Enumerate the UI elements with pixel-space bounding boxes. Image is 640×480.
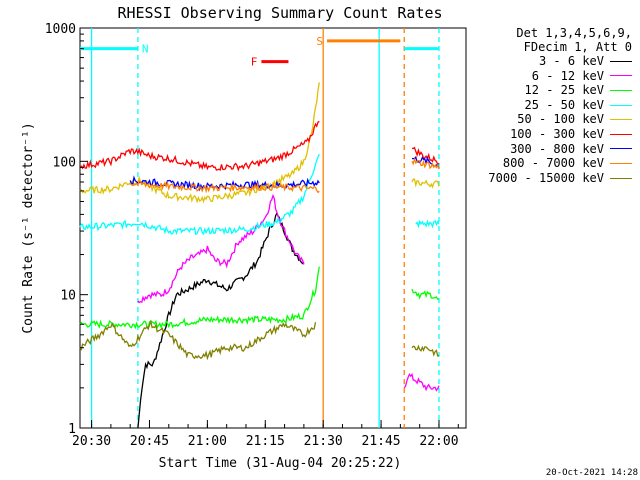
x-tick-label-5: 21:45 [362,434,401,449]
legend-swatch-2 [610,89,632,91]
legend-label-5: 100 - 300 keV [510,126,604,141]
legend-swatch-5 [610,133,632,135]
series-line-7-2 [411,157,440,170]
legend-swatch-8 [610,177,632,179]
legend-swatch-6 [610,148,632,150]
legend-label-6: 300 - 800 keV [510,141,604,156]
plot-area [79,27,467,429]
series-line-5-1 [411,146,440,166]
legend-item-4: 50 - 100 keV [462,112,632,127]
series-line-4-1 [411,178,440,189]
legend-label-7: 800 - 7000 keV [502,156,604,171]
chart-title: RHESSI Observing Summary Count Rates [117,4,442,22]
series-line-4-0 [79,82,320,204]
flag-label-3: F [251,56,258,69]
legend-item-2: 12 - 25 keV [462,83,632,98]
marker-layer [90,28,440,428]
x-tick-label-6: 22:00 [419,434,458,449]
legend-item-5: 100 - 300 keV [462,127,632,142]
legend-item-3: 25 - 50 keV [462,98,632,113]
legend-label-2: 12 - 25 keV [524,83,604,98]
legend-rows: 3 - 6 keV 6 - 12 keV 12 - 25 keV 25 - 50 ke… [462,54,632,185]
series-line-8-1 [411,344,440,357]
x-tick-label-3: 21:15 [246,434,285,449]
legend-label-0: 3 - 6 keV [538,54,604,68]
legend-label-1: 6 - 12 keV [531,68,604,83]
legend-item-6: 300 - 800 keV [462,142,632,157]
legend-label-3: 25 - 50 keV [524,97,604,112]
axis-layer: 20:30 20:45 21:00 21:15 21:30 21:45 22:00 1 10 10… [45,22,459,449]
series-line-7-1 [129,180,320,194]
series-line-3-1 [415,219,440,229]
legend-header-line-1: Det 1,3,4,5,6,9, [516,26,632,40]
y-tick-label-3: 1000 [45,22,76,37]
legend: Det 1,3,4,5,6,9, FDecim 1, Att 0 3 - 6 k… [462,26,632,185]
flag-label-2: S [316,35,323,48]
series-line-1-1 [403,372,440,392]
timestamp: 20-Oct-2021 14:28 [545,468,638,478]
legend-label-4: 50 - 100 keV [517,112,604,127]
flag-label-0: N [142,43,149,56]
x-tick-label-4: 21:30 [304,434,343,449]
series-line-3-0 [79,153,320,236]
legend-swatch-4 [610,119,632,121]
series-line-0-0 [137,211,305,429]
legend-label-8: 7000 - 15000 keV [488,170,604,185]
x-axis-label: Start Time (31-Aug-04 20:25:22) [159,456,402,471]
legend-item-0: 3 - 6 keV [462,54,632,69]
y-axis-label: Count Rate (s⁻¹ detector⁻¹) [21,122,36,333]
series-line-1-0 [137,193,305,304]
legend-item-1: 6 - 12 keV [462,69,632,84]
legend-item-7: 800 - 7000 keV [462,156,632,171]
series-layer [79,82,440,429]
y-tick-label-0: 1 [68,422,76,437]
series-line-5-0 [80,120,320,172]
legend-swatch-7 [610,162,632,164]
legend-swatch-3 [610,104,632,106]
x-tick-label-1: 20:45 [130,434,169,449]
y-tick-label-1: 10 [60,289,76,304]
legend-swatch-1 [610,75,632,77]
y-tick-label-2: 100 [53,155,76,170]
legend-header-line-2: FDecim 1, Att 0 [523,40,632,54]
series-line-2-0 [79,266,320,330]
series-line-2-1 [411,288,440,300]
series-line-8-0 [79,319,317,361]
legend-swatch-0 [610,60,632,62]
x-tick-label-2: 21:00 [188,434,227,449]
legend-item-8: 7000 - 15000 keV [462,171,632,186]
x-tick-label-0: 20:30 [72,434,111,449]
flag-layer: NNSF [80,35,439,69]
